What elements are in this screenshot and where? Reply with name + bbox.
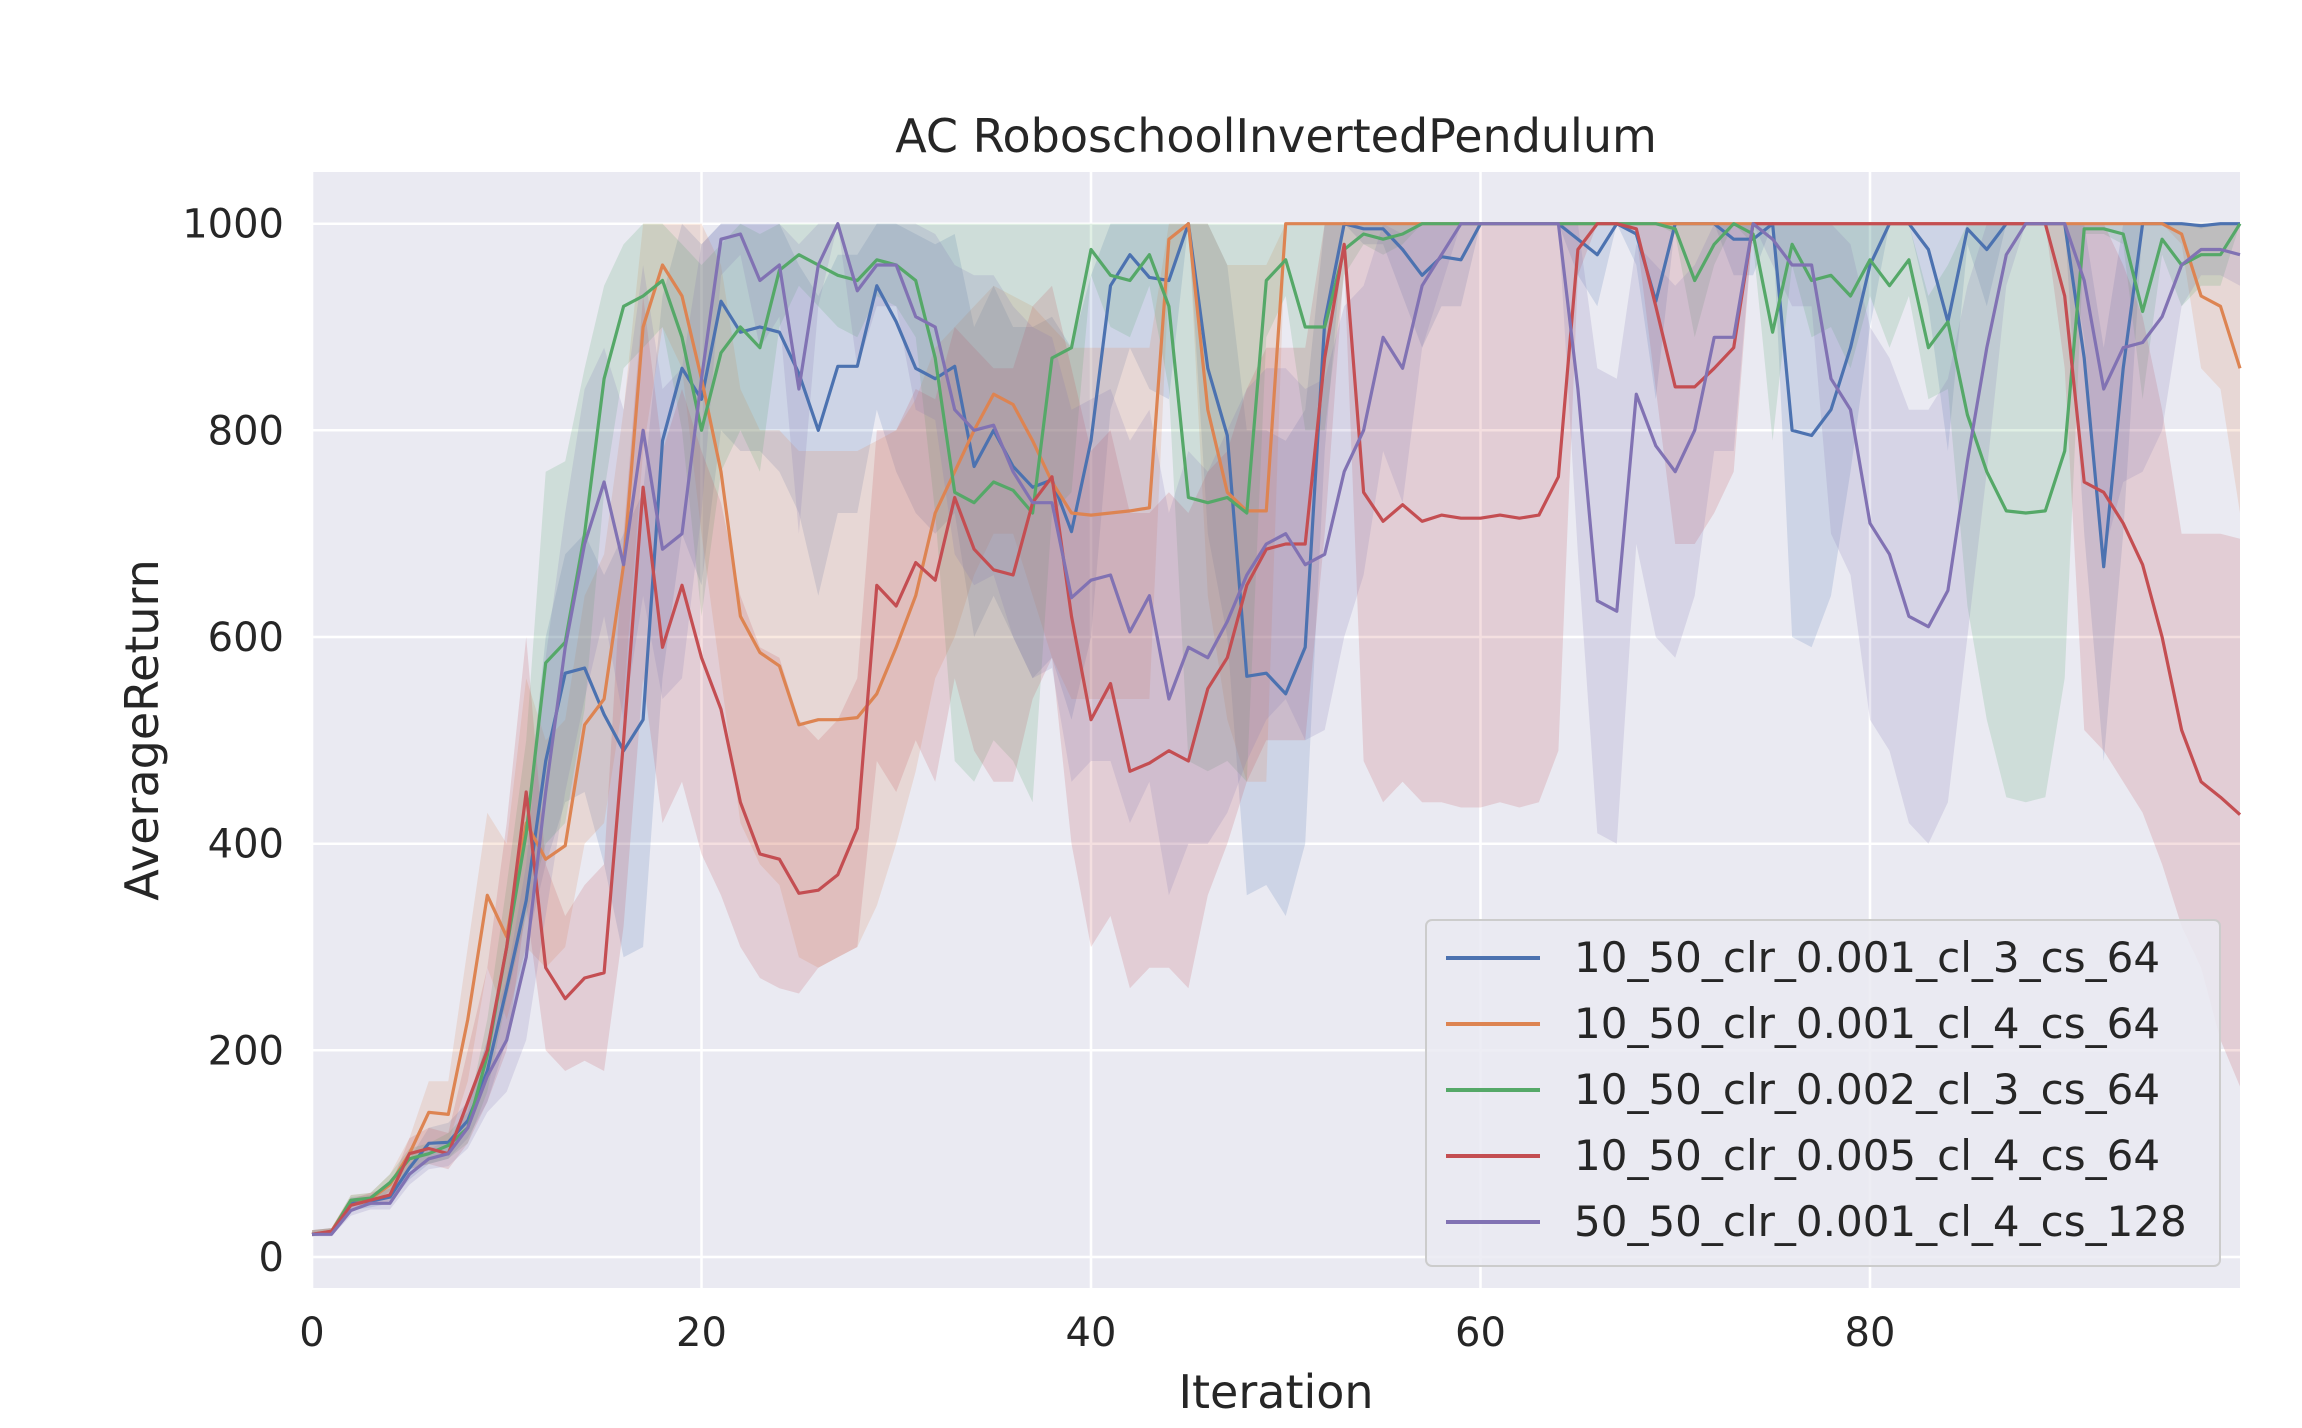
legend-label: 10_50_clr_0.001_cl_3_cs_64 (1574, 933, 2160, 982)
legend: 10_50_clr_0.001_cl_3_cs_64 10_50_clr_0.00… (1425, 919, 2221, 1267)
legend-label: 10_50_clr_0.005_cl_4_cs_64 (1574, 1131, 2160, 1180)
x-tick-label: 60 (1455, 1310, 1506, 1356)
x-tick-label: 80 (1845, 1310, 1896, 1356)
confidence-bands (312, 223, 2240, 1237)
legend-label: 50_50_clr_0.001_cl_4_cs_128 (1574, 1197, 2187, 1246)
confidence-band (312, 223, 2240, 1237)
chart-title: AC RoboschoolInvertedPendulum (895, 109, 1657, 163)
x-tick-label: 0 (299, 1310, 324, 1356)
series-lines (311, 222, 2242, 1236)
y-tick-label: 200 (208, 1028, 284, 1074)
x-axis-label: Iteration (1178, 1365, 1373, 1419)
legend-label: 10_50_clr_0.002_cl_3_cs_64 (1574, 1065, 2160, 1114)
x-tick-label: 20 (676, 1310, 727, 1356)
series-line (311, 222, 2242, 1236)
x-tick-label: 40 (1066, 1310, 1117, 1356)
y-tick-label: 0 (259, 1235, 284, 1281)
series-line (311, 222, 2242, 1236)
series-line (312, 222, 2241, 1236)
legend-label: 10_50_clr_0.001_cl_4_cs_64 (1574, 999, 2160, 1048)
confidence-band (312, 223, 2240, 1237)
y-tick-label: 600 (208, 615, 284, 661)
legend-box (1425, 919, 2221, 1267)
y-tick-label: 800 (208, 408, 284, 454)
confidence-band (312, 223, 2240, 1237)
confidence-band (312, 223, 2240, 1237)
y-axis-label: AverageReturn (115, 559, 169, 901)
series-line (311, 222, 2240, 1236)
confidence-band (312, 223, 2240, 1237)
y-tick-label: 1000 (182, 202, 284, 248)
y-tick-label: 400 (208, 822, 284, 868)
